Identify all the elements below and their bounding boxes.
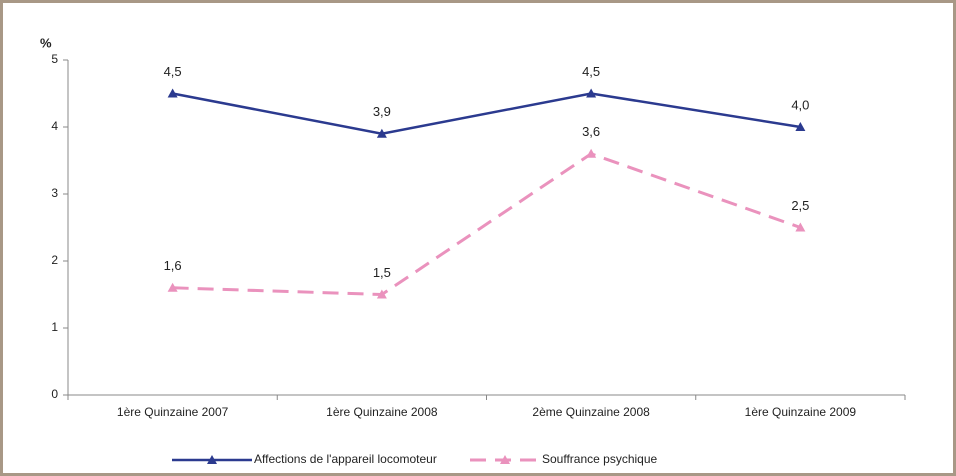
value-label: 3,9 [373,104,391,119]
legend-marker [500,455,510,464]
x-tick-label: 1ère Quinzaine 2008 [326,405,438,419]
value-label: 1,5 [373,265,391,280]
legend-marker [207,455,217,464]
marker [795,222,806,232]
series-line [172,92,801,135]
series-line [172,152,801,297]
marker [795,122,806,131]
marker [586,148,597,158]
value-label: 4,0 [791,97,809,112]
y-axis-label: % [40,35,52,50]
legend-label: Souffrance psychique [542,452,658,466]
y-tick-label: 5 [51,52,58,66]
x-tick-label: 1ère Quinzaine 2009 [745,405,857,419]
value-label: 1,6 [164,258,182,273]
y-tick-label: 0 [51,387,58,401]
y-tick-label: 3 [51,186,58,200]
marker [167,88,178,98]
x-tick-label: 1ère Quinzaine 2007 [117,405,229,419]
x-tick-label: 2ème Quinzaine 2008 [532,405,650,419]
marker [376,289,387,299]
value-label: 4,5 [164,64,182,79]
y-tick-label: 2 [51,253,58,267]
legend-label: Affections de l'appareil locomoteur [254,452,437,466]
y-tick-label: 4 [51,119,58,133]
y-tick-label: 1 [51,320,58,334]
marker [586,88,597,98]
value-label: 3,6 [582,124,600,139]
value-label: 4,5 [582,64,600,79]
marker [376,128,387,138]
value-label: 2,5 [791,198,809,213]
marker [167,282,178,292]
